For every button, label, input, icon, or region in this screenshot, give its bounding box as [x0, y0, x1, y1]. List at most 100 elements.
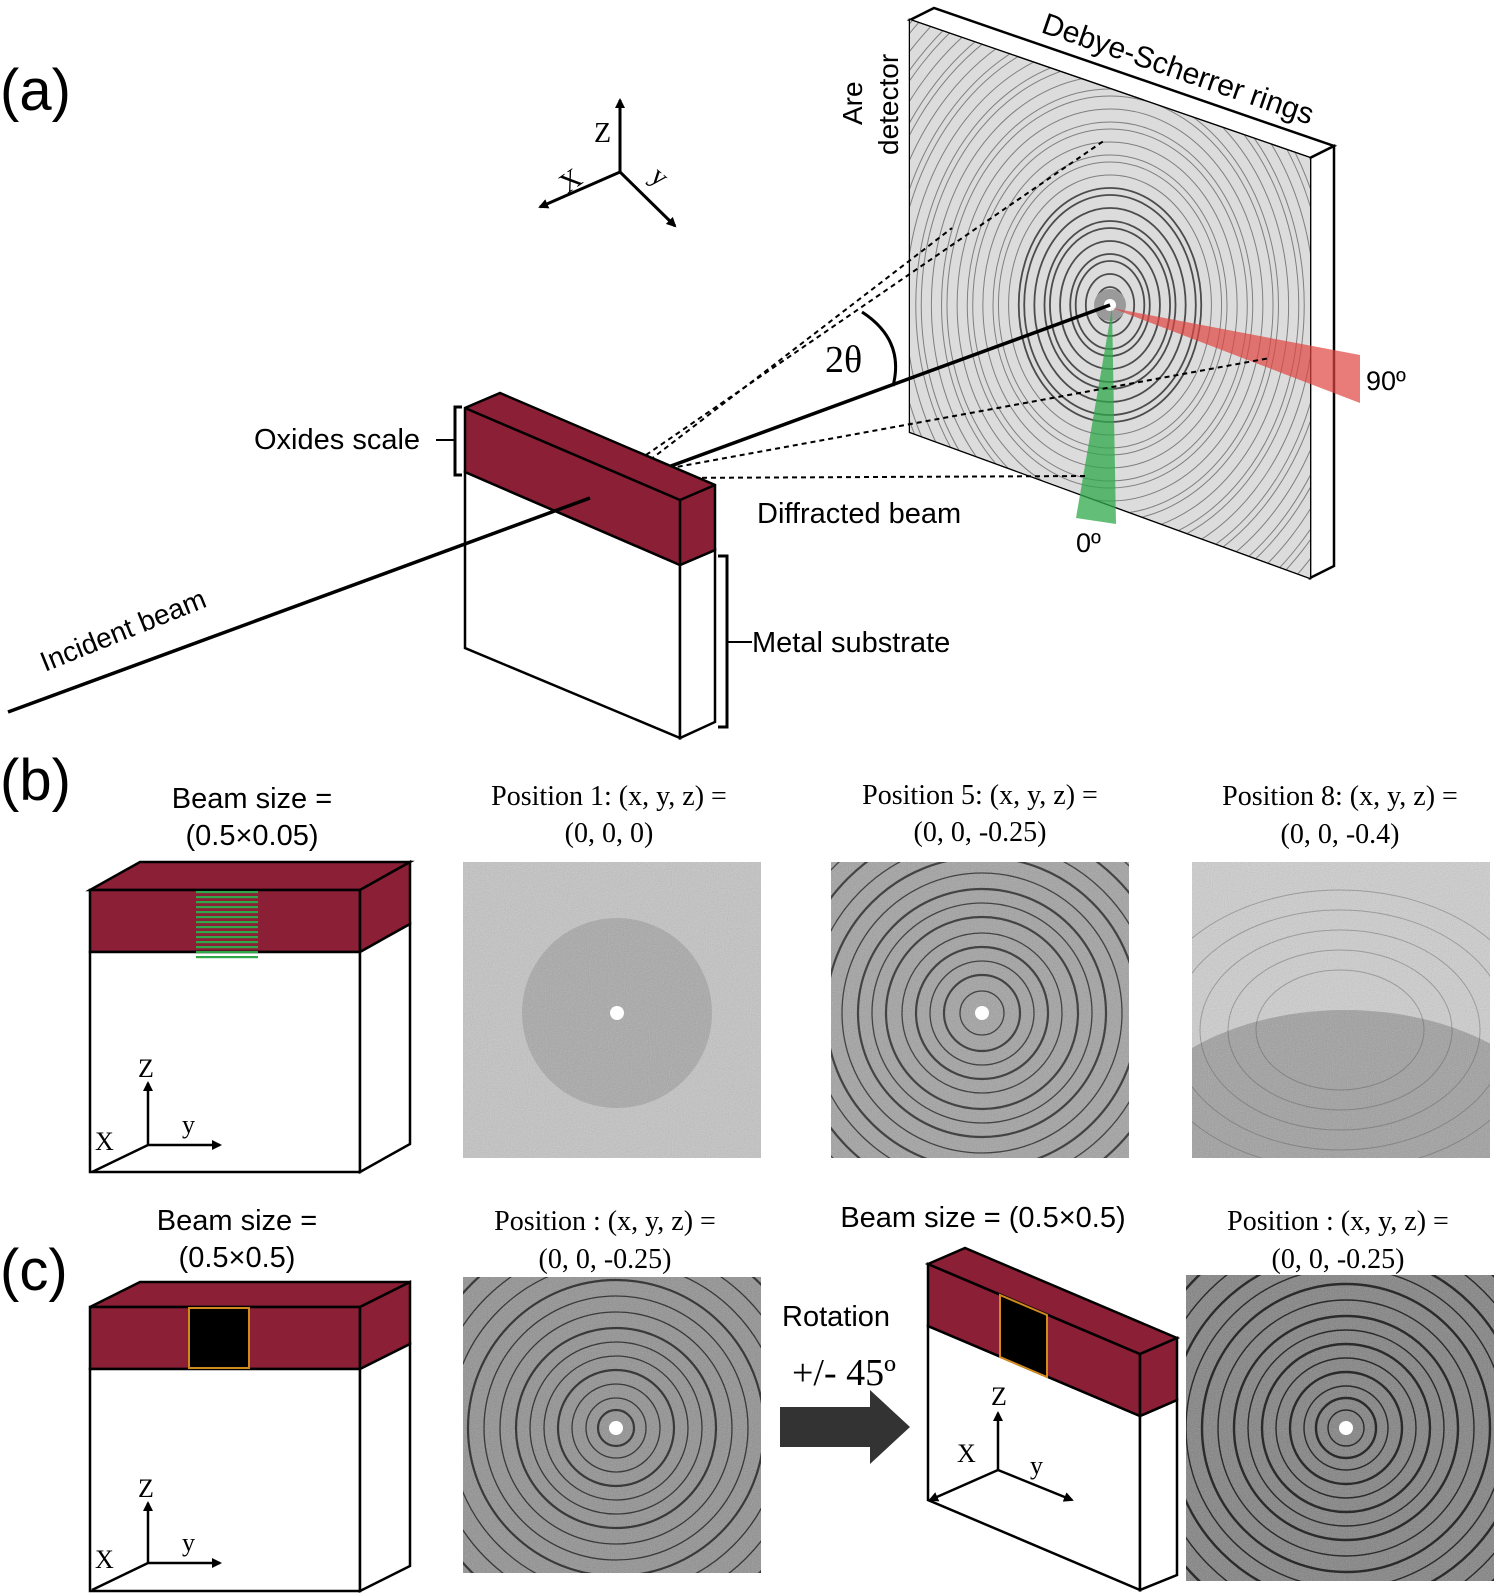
diffraction-ring [499, 1311, 733, 1545]
b-pattern1-title-1: Position 1: (x, y, z) = [491, 781, 727, 812]
diffraction-ring [543, 1355, 689, 1501]
panel-b-label: (b) [0, 748, 71, 813]
beam-stripe [196, 901, 258, 904]
diffraction-ring [1314, 1396, 1378, 1460]
c-axis-x: X [95, 1545, 114, 1574]
beam-stripe [196, 941, 258, 944]
diffracted-label: Diffracted beam [757, 498, 961, 530]
diffraction-ring [1192, 909, 1490, 1151]
panel-c-label: (c) [0, 1238, 68, 1303]
beam-footprint-stripes [196, 891, 258, 959]
diffraction-ring [1232, 1314, 1460, 1542]
diffraction-ring [1255, 969, 1425, 1091]
panel-a-label: (a) [0, 58, 71, 123]
incident-beam [7, 496, 591, 714]
oxides-bracket [453, 405, 462, 477]
beam-stripe [196, 921, 258, 924]
b-beam-title-1: Beam size = [172, 783, 332, 815]
diffraction-ring [914, 945, 1050, 1081]
beam-stripe [196, 936, 258, 939]
beam-footprint-square [188, 1307, 250, 1369]
pattern-c-right [1186, 1275, 1494, 1581]
diffraction-ring [856, 887, 1108, 1139]
azimuth-90-label: 90º [1366, 366, 1406, 396]
pattern-c-left [463, 1277, 761, 1573]
diffraction-ring [466, 1278, 761, 1573]
b-pattern8-title-1: Position 8: (x, y, z) = [1222, 781, 1458, 812]
debye-scherrer-rings [910, 20, 1310, 578]
b-pattern8-title-2: (0, 0, -0.4) [1281, 819, 1400, 850]
beam-footprint-rotated [999, 1293, 1048, 1379]
pattern-position-8 [1192, 862, 1490, 1158]
beam-stripe [196, 896, 258, 899]
b-axis-y: y [182, 1110, 195, 1139]
diffraction-ring [1192, 889, 1490, 1158]
axis-y-label: y [644, 160, 675, 193]
diffraction-ring [871, 902, 1093, 1124]
diffraction-ring [841, 872, 1123, 1154]
incident-beam-label: Incident beam [36, 583, 211, 678]
diffraction-ring [1200, 1282, 1492, 1574]
diffraction-ring [514, 1326, 718, 1530]
diffraction-ring [1327, 1409, 1365, 1447]
beam-stripe [196, 951, 258, 954]
axis-x-label: X [554, 163, 588, 200]
beam-stripe [196, 916, 258, 919]
diffraction-ring [942, 973, 1022, 1053]
two-theta-label: 2θ [825, 339, 862, 381]
diffraction-ring [1260, 1342, 1432, 1514]
beam-stripe [196, 931, 258, 934]
diffraction-ring [596, 1408, 636, 1448]
diffraction-ring [1227, 949, 1453, 1111]
c-beam-title-right: Beam size = (0.5×0.5) [840, 1202, 1125, 1234]
rotation-arrow-icon [780, 1390, 910, 1464]
rotation-angle: +/- 45º [792, 1352, 896, 1394]
diffracted-beam-lines [645, 139, 1271, 479]
c-axis-z: Z [138, 1474, 154, 1503]
sample-block-rotated [924, 1246, 1181, 1592]
diffraction-ring [1199, 929, 1481, 1131]
c-pattern2-title-1: Position : (x, y, z) = [1227, 1206, 1449, 1237]
metal-label: Metal substrate [752, 627, 950, 659]
diffraction-ring [901, 932, 1063, 1094]
c-right-axis-y: y [1030, 1451, 1043, 1480]
transmitted-beam [659, 303, 1111, 472]
pattern-position-1 [463, 862, 761, 1158]
c-axis-y: y [182, 1528, 195, 1557]
beam-stripe [196, 956, 258, 959]
sample-block-b [85, 859, 415, 1175]
axes-gizmo-c-right: Z y X [928, 1382, 1074, 1502]
diffraction-ring [556, 1368, 676, 1488]
two-theta-arc [861, 310, 898, 387]
diffraction-ring [529, 1341, 703, 1515]
diffraction-ring [1288, 1370, 1404, 1486]
diffraction-ring [1275, 1357, 1417, 1499]
b-pattern1-title-2: (0, 0, 0) [565, 818, 654, 849]
c-pattern1-title-2: (0, 0, -0.25) [539, 1244, 672, 1275]
azimuth-90-wedge [1112, 308, 1360, 403]
diffraction-ring [483, 1295, 749, 1561]
c-beam-title-1: Beam size = [157, 1205, 317, 1237]
pattern-position-5 [831, 862, 1129, 1158]
axis-z-label: Z [594, 118, 611, 149]
sample-block-a [463, 391, 717, 740]
sample-block-c [88, 1279, 412, 1594]
b-pattern5-title-1: Position 5: (x, y, z) = [862, 780, 1098, 811]
diffraction-ring [571, 1383, 661, 1473]
axes-gizmo-a: Z X y [538, 98, 677, 228]
azimuth-0-label: 0º [1076, 528, 1101, 558]
metal-bracket [718, 554, 729, 729]
diffraction-ring [585, 1397, 647, 1459]
oxides-label: Oxides scale [254, 424, 420, 456]
beam-stripe [196, 946, 258, 949]
b-axis-x: X [95, 1127, 114, 1156]
rotation-label: Rotation [782, 1301, 890, 1333]
axes-gizmo-b: Z y X [91, 1054, 222, 1174]
beam-stripe [196, 906, 258, 909]
diffraction-ring [1303, 1385, 1389, 1471]
diffraction-ring [959, 990, 1005, 1036]
beam-stripe [196, 891, 258, 894]
diffraction-ring [1247, 1329, 1445, 1527]
c-beam-title-2: (0.5×0.5) [179, 1242, 296, 1274]
detector-label-line2: detector [873, 54, 904, 155]
